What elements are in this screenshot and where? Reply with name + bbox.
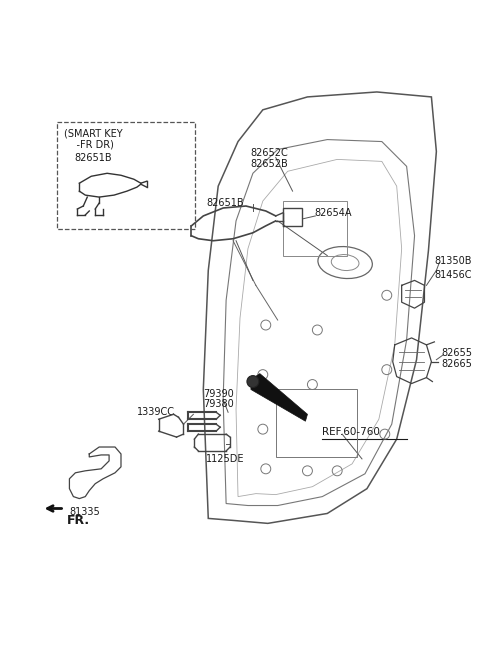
Text: 82655: 82655	[441, 348, 472, 358]
Text: 82652C: 82652C	[250, 148, 288, 159]
Text: 81456C: 81456C	[434, 270, 472, 281]
Text: 1125DE: 1125DE	[206, 454, 245, 464]
Polygon shape	[251, 374, 308, 421]
Text: 79390: 79390	[204, 390, 234, 400]
Bar	[57, 122, 195, 229]
Text: REF.60-760: REF.60-760	[322, 427, 380, 437]
Bar	[276, 390, 357, 457]
Text: (SMART KEY: (SMART KEY	[64, 129, 123, 138]
Text: 79380: 79380	[204, 400, 234, 409]
Bar	[283, 201, 347, 256]
Text: 81350B: 81350B	[434, 256, 472, 266]
Text: 82651B: 82651B	[206, 198, 244, 208]
Text: -FR DR): -FR DR)	[64, 140, 114, 150]
Circle shape	[247, 376, 259, 388]
Text: 81335: 81335	[70, 506, 100, 516]
Text: 82651B: 82651B	[74, 154, 112, 163]
Text: FR.: FR.	[66, 514, 90, 527]
Bar	[283, 208, 302, 226]
Text: 82652B: 82652B	[250, 159, 288, 169]
Text: 82654A: 82654A	[314, 208, 352, 218]
Text: 82665: 82665	[441, 359, 472, 369]
Text: 1339CC: 1339CC	[137, 407, 175, 417]
